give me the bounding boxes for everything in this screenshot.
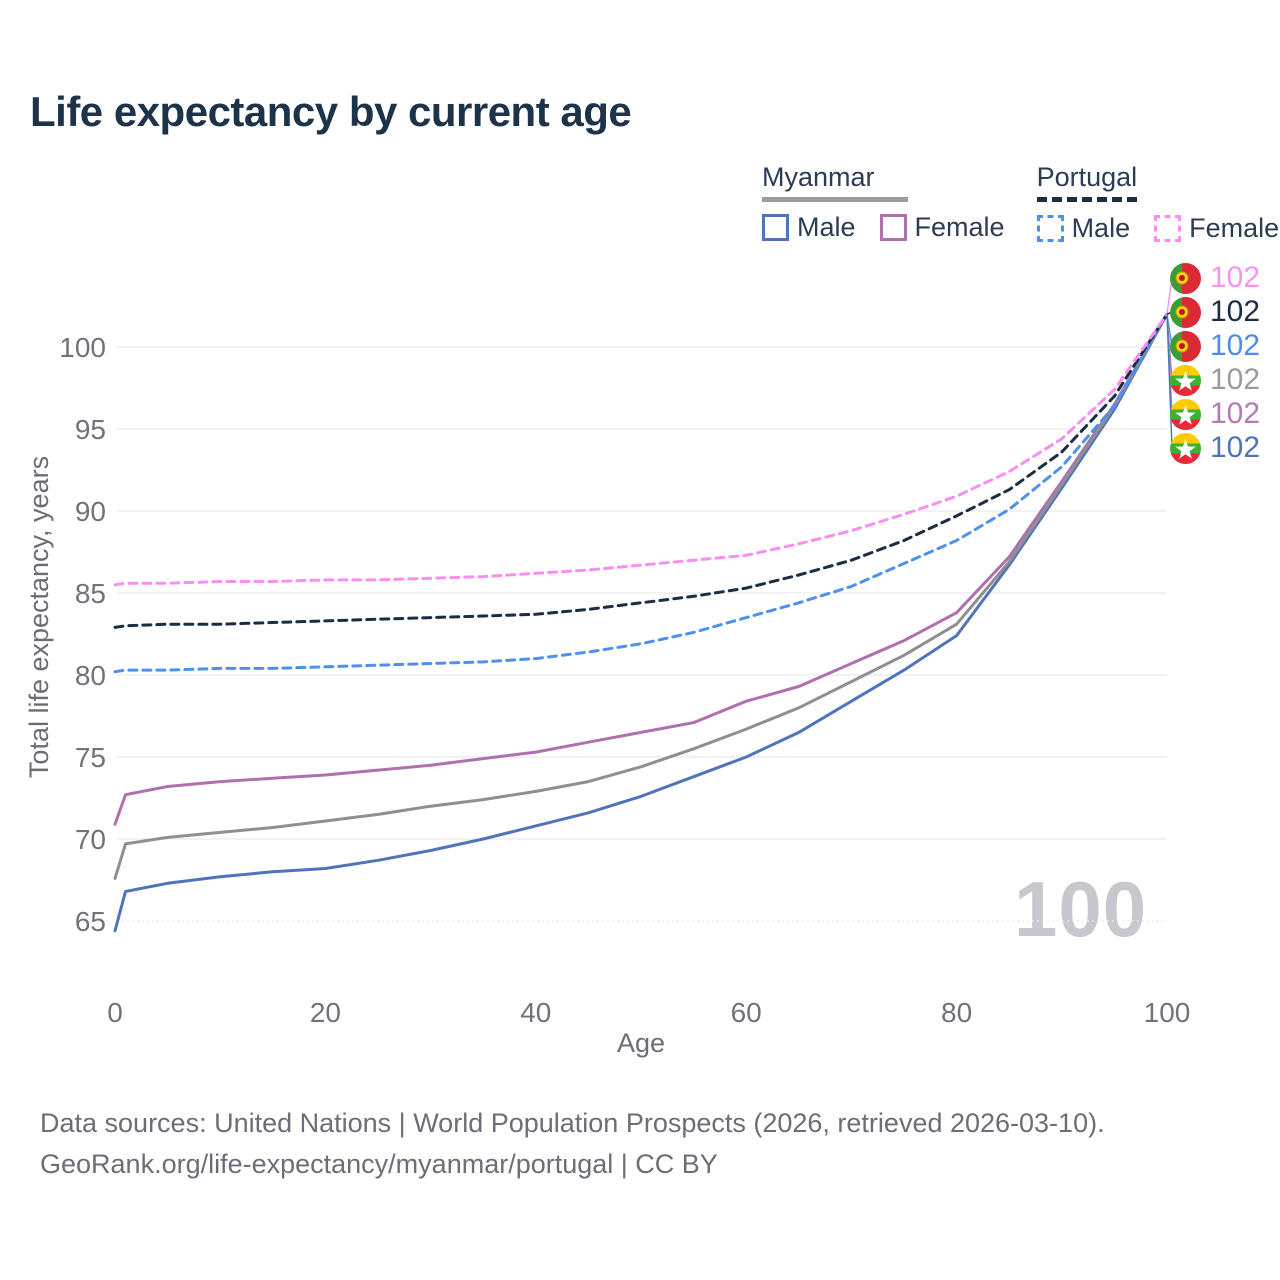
portugal-female-swatch-icon [1154,215,1182,242]
endpoint-connector [1166,311,1180,315]
series-line-portugal_female [113,312,1169,587]
series-line-myanmar_female [113,312,1169,826]
data-sources-text: Data sources: United Nations | World Pop… [40,1108,1105,1138]
legend-item-portugal-male[interactable]: Male [1036,213,1131,244]
legend-country-myanmar: Myanmar [762,162,875,192]
series-line-portugal_both [113,312,1169,629]
y-tick-label: 90 [75,496,106,527]
series-line-portugal_male [113,312,1169,674]
attribution-text: GeoRank.org/life-expectancy/myanmar/port… [40,1149,718,1179]
myanmar-female-swatch-icon [879,214,907,241]
legend-label: Female [914,212,1005,242]
y-tick-label: 70 [75,824,106,855]
myanmar-male-swatch-icon [762,214,789,241]
legend-item-portugal-female[interactable]: Female [1154,213,1279,244]
x-tick-label: 80 [941,997,972,1028]
legend-group-myanmar: Myanmar Male Female [762,162,1005,244]
series-lines-group [113,312,1169,933]
legend-country-portugal: Portugal [1036,162,1138,192]
series-line-myanmar_both [113,312,1169,880]
gridlines-group [117,346,1167,922]
y-tick-label: 85 [75,578,106,609]
legend-items-portugal: Male Female [1036,213,1279,244]
x-tick-label: 40 [520,997,551,1028]
axis-labels-group: 65 70 75 80 85 90 95 100 0 20 40 60 80 100 Age Total li… [24,332,1190,1058]
y-axis-title: Total life expectancy, years [24,456,54,778]
myanmar-line-style-underline [762,197,908,202]
y-tick-label: 75 [75,742,106,773]
y-tick-label: 65 [75,906,106,937]
legend-item-myanmar-male[interactable]: Male [762,212,856,243]
footer: Data sources: United Nations | World Pop… [40,1103,1105,1185]
x-tick-label: 100 [1144,997,1191,1028]
legend-group-portugal: Portugal Male Female [1036,162,1279,244]
portugal-male-swatch-icon [1036,215,1064,242]
x-tick-label: 60 [731,997,762,1028]
legend-label: Male [797,212,856,242]
y-tick-label: 100 [59,332,106,363]
page-title: Life expectancy by current age [30,88,632,135]
y-tick-label: 95 [75,414,106,445]
legend-label: Male [1071,213,1131,243]
legend-item-myanmar-female[interactable]: Female [879,212,1005,243]
portugal-line-style-underline [1036,197,1137,202]
legend-label: Female [1189,213,1280,243]
x-axis-title: Age [617,1028,665,1058]
legend-items-myanmar: Male Female [762,212,1005,243]
endpoint-connectors-group [1166,277,1180,449]
x-tick-label: 20 [310,997,341,1028]
endpoint-connector [1166,277,1180,315]
y-tick-label: 80 [75,660,106,691]
series-line-myanmar_male [113,312,1169,933]
age-watermark: 100 [1014,865,1148,953]
legend: Myanmar Male Female Portugal Male [762,162,1279,244]
x-tick-label: 0 [107,997,123,1028]
